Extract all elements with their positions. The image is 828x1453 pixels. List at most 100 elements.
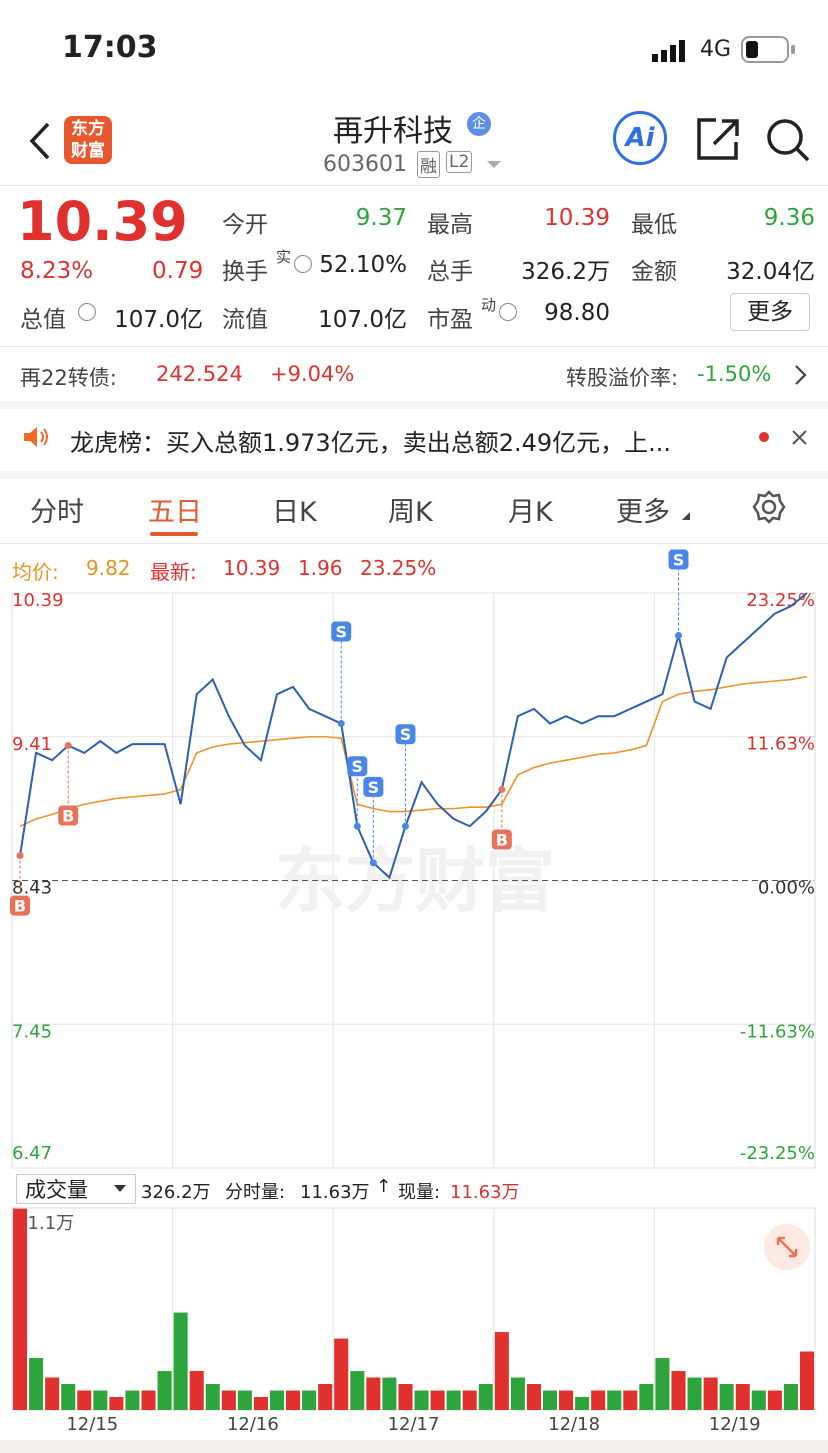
gap xyxy=(0,401,828,409)
notice-close[interactable] xyxy=(756,429,812,447)
field-label: 流值 xyxy=(222,307,268,333)
volume-bar xyxy=(735,1384,750,1410)
marker-dot xyxy=(498,786,506,794)
chevron[interactable] xyxy=(794,364,808,386)
divider xyxy=(0,185,828,186)
network: 4G xyxy=(700,37,732,62)
volume-bar xyxy=(141,1390,156,1410)
tab[interactable]: 分时 xyxy=(30,497,84,528)
volume-bar xyxy=(13,1208,28,1410)
volume-selector[interactable]: 成交量 xyxy=(16,1174,136,1204)
volume-bar xyxy=(446,1390,461,1410)
tab[interactable]: 更多 xyxy=(616,497,670,528)
dropdown-arrow[interactable] xyxy=(486,160,502,170)
tab[interactable]: 日K xyxy=(272,497,317,528)
volume-bar xyxy=(269,1390,285,1410)
marker-dot xyxy=(401,822,409,830)
share-button[interactable] xyxy=(696,116,742,162)
x-tick-label: 12/18 xyxy=(548,1414,600,1435)
volume-bar xyxy=(350,1371,365,1410)
bond-pct: +9.04% xyxy=(270,362,355,386)
volume-bar xyxy=(655,1358,670,1410)
field-label: 最低 xyxy=(631,212,677,238)
marker-label: S xyxy=(368,778,380,797)
marker-box xyxy=(668,549,689,570)
x-tick-label: 12/16 xyxy=(227,1414,279,1435)
volume-bar xyxy=(302,1390,317,1410)
field-value: 52.10% xyxy=(319,252,407,278)
volume-bar xyxy=(510,1377,525,1410)
field-label: 换手 xyxy=(222,259,268,285)
marker-label: S xyxy=(352,757,364,776)
premium: -1.50% xyxy=(697,362,772,386)
dropdown-arrow[interactable] xyxy=(114,1185,126,1193)
volume-bar xyxy=(526,1384,541,1410)
tab-more-arrow xyxy=(682,512,690,520)
price: 10.39 xyxy=(17,190,188,253)
plot-frame xyxy=(11,1207,816,1411)
badge: 企 xyxy=(467,112,491,136)
volume-bar xyxy=(559,1390,574,1410)
marker-dot xyxy=(353,822,361,830)
speaker-icon xyxy=(24,427,48,447)
tab[interactable]: 周K xyxy=(388,497,433,528)
y2-tick-label: 23.25% xyxy=(746,590,815,611)
period-volume: 11.63万 xyxy=(300,1182,370,1203)
last: 10.39 xyxy=(223,556,281,580)
x-tick-label: 12/17 xyxy=(388,1414,440,1435)
volume-bar xyxy=(221,1390,236,1410)
x-tick-label: 12/19 xyxy=(709,1414,761,1435)
volume-bar xyxy=(671,1371,686,1410)
marker-dot xyxy=(674,632,682,640)
field-value: 32.04亿 xyxy=(726,259,815,285)
volume-bar xyxy=(29,1358,44,1410)
last-label: 最新: xyxy=(150,560,197,584)
volume-bar xyxy=(109,1397,124,1410)
volume-bar xyxy=(542,1390,558,1410)
volume-bar xyxy=(93,1390,108,1410)
stock-code: 603601 xyxy=(323,152,407,177)
ai-button[interactable]: Ai xyxy=(613,111,667,165)
info-change: 1.96 xyxy=(298,556,343,580)
volume-bar xyxy=(767,1390,782,1410)
up-arrow: ↑ xyxy=(376,1176,392,1197)
info-icon xyxy=(78,303,96,321)
expand-button[interactable] xyxy=(764,1224,810,1270)
marker-box xyxy=(395,724,416,745)
volume-bar xyxy=(494,1332,509,1410)
marker-box xyxy=(331,621,352,642)
volume-total: 326.2万 xyxy=(141,1182,211,1203)
now-volume: 11.63万 xyxy=(450,1182,520,1203)
volume-bar xyxy=(189,1371,204,1410)
tab[interactable]: 五日 xyxy=(148,497,202,528)
y2-tick-label: -11.63% xyxy=(740,1021,815,1042)
marker-box xyxy=(491,829,512,850)
y-tick-label: 7.45 xyxy=(12,1021,52,1042)
bond-name: 再22转债: xyxy=(20,366,117,390)
volume-bar xyxy=(414,1390,429,1410)
volume-bar xyxy=(157,1371,172,1410)
volume-bar xyxy=(430,1390,445,1410)
field-value: 10.39 xyxy=(544,205,610,231)
signal xyxy=(652,40,685,62)
more-button[interactable]: 更多 xyxy=(730,293,810,331)
y2-tick-label: 11.63% xyxy=(746,734,815,755)
volume-bar xyxy=(799,1351,814,1410)
app-logo: 东方财富 xyxy=(64,116,112,164)
volume-bar xyxy=(478,1384,493,1410)
x-tick-label: 12/15 xyxy=(66,1414,118,1435)
y-tick-label: 6.47 xyxy=(12,1143,52,1164)
tab[interactable]: 月K xyxy=(508,497,553,528)
marker-dot xyxy=(337,720,345,728)
settings-icon[interactable] xyxy=(752,490,786,524)
volume-bar xyxy=(607,1390,622,1410)
field-value: 107.0亿 xyxy=(318,307,407,333)
notice[interactable]: 龙虎榜：买入总额1.973亿元，卖出总额2.49亿元，上... xyxy=(70,429,672,457)
volume-bar xyxy=(591,1390,606,1410)
field-label: 最高 xyxy=(427,212,473,238)
marker-dot xyxy=(369,859,377,867)
marker-box xyxy=(347,756,368,777)
search-button[interactable] xyxy=(764,116,812,164)
back-button[interactable] xyxy=(26,120,54,162)
